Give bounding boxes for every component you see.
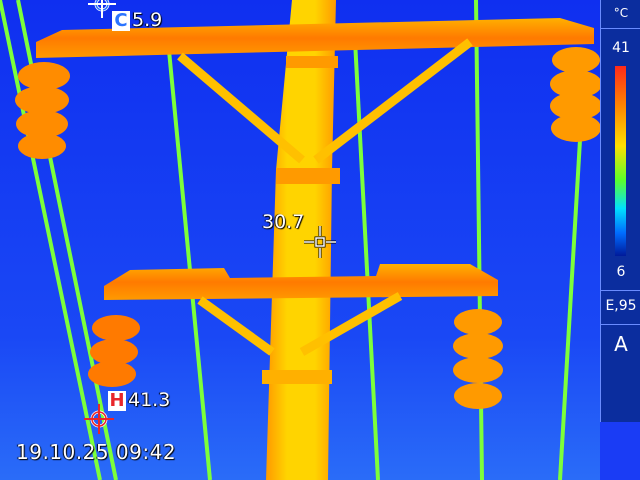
cold-marker-letter: C xyxy=(112,11,130,31)
divider xyxy=(601,28,640,29)
center-spot-readout: 30.7 xyxy=(262,212,304,232)
upper-cross-arm xyxy=(36,18,594,58)
insulator-right-top xyxy=(550,47,600,142)
lower-cross-arm xyxy=(104,264,498,300)
upper-braces xyxy=(177,38,473,164)
temperature-scale-panel: °C 41 6 E,95 A xyxy=(600,0,640,422)
lower-braces xyxy=(197,292,403,356)
scale-max-label: 41 xyxy=(612,40,630,56)
insulator-left-top xyxy=(15,62,70,159)
hot-marker-icon xyxy=(84,404,114,434)
cold-spot-value: 5.9 xyxy=(132,9,163,31)
measurement-mode: A xyxy=(614,332,628,356)
cold-marker-icon xyxy=(88,0,116,18)
pole-band xyxy=(276,168,340,184)
utility-pole xyxy=(266,0,336,480)
divider xyxy=(601,290,640,291)
hot-spot-value: 41.3 xyxy=(128,389,171,411)
emissivity-value: E,95 xyxy=(605,298,637,314)
hot-spot-readout: H 41.3 xyxy=(108,390,170,411)
insulator-right-bottom xyxy=(453,309,503,409)
cold-spot-readout: C 5.9 xyxy=(112,10,162,31)
divider xyxy=(601,324,640,325)
hot-marker-letter: H xyxy=(108,390,126,411)
scale-min-label: 6 xyxy=(616,264,626,280)
pole-band xyxy=(262,370,332,384)
center-spot-value: 30.7 xyxy=(262,211,305,233)
crosshair-icon xyxy=(304,226,336,258)
timestamp: 19.10.25 09:42 xyxy=(16,440,177,464)
pole-band xyxy=(286,56,338,68)
temperature-unit: °C xyxy=(613,6,629,20)
thermal-image xyxy=(0,0,600,480)
insulator-left-bottom xyxy=(88,315,140,387)
color-scale-bar xyxy=(615,66,626,256)
